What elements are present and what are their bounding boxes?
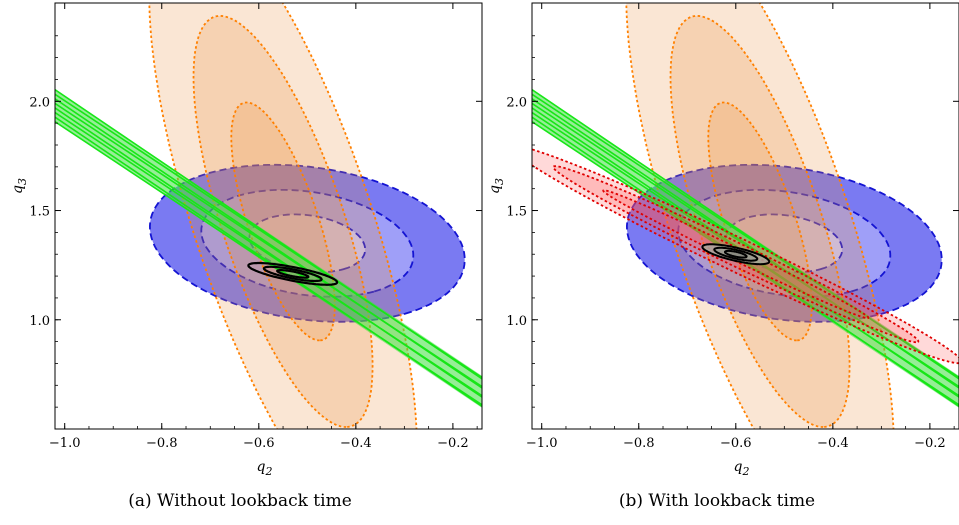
blue-contour-2 [677,189,892,298]
x-tick-label: −0.8 [146,436,178,451]
orange-contour-fill-2 [193,15,373,428]
green-band-line [55,111,482,397]
orange-contour-fill-3 [149,3,417,429]
black-contour-1 [276,269,310,279]
y-axis-label: q3 [10,178,29,194]
x-tick-label: −0.4 [817,436,849,451]
blue-contour-3 [148,163,466,323]
y-tick-label: 2.0 [506,95,527,110]
x-tick-label: −0.2 [914,436,946,451]
red-contour-3 [532,148,959,365]
plot-frame [531,2,959,430]
x-axis-label: q2 [734,459,750,478]
black-contour-3 [247,261,339,286]
black-contour-3 [701,243,771,266]
y-tick-label: 2.0 [29,95,50,110]
chart-panel-2: −1.0 −0.8 −0.6 −0.4 −0.2 1.0 1.5 2.0 q2 q3 (b) Wit… [487,2,959,511]
blue-contour-3 [625,163,943,323]
orange-contour-fill-2 [670,15,850,428]
plot-area [532,3,959,429]
x-tick-label: −1.0 [49,436,81,451]
orange-contour-3 [148,3,418,429]
x-tick-label: −0.6 [720,436,752,451]
green-band-fill [55,89,482,408]
red-contour-1 [602,189,870,320]
y-tick-label: 1.0 [506,314,527,329]
green-band-fill [532,89,959,408]
red-contour-2 [552,165,920,344]
green-band-line [55,93,482,379]
orange-contour-1 [230,101,336,342]
blue-contour-2 [200,189,415,298]
panel-caption: (b) With lookback time [619,491,815,511]
panel-caption: (a) Without lookback time [128,491,352,511]
green-band [55,89,482,408]
y-axis-label: q3 [487,178,506,194]
x-tick-label: −0.4 [340,436,372,451]
black-contour-fill-1 [725,250,747,258]
black-contour-1 [724,249,748,259]
plot-frame [54,2,483,430]
orange-contour-3 [625,3,895,429]
x-tick-label: −0.8 [623,436,655,451]
orange-contour-fill-3 [626,3,894,429]
orange-contour-1 [707,101,813,342]
green-band-line [532,93,959,379]
x-tick-label: −0.2 [437,436,469,451]
y-tick-label: 1.0 [29,314,50,329]
y-tick-label: 1.5 [506,205,527,220]
chart-panel-1: −1.0 −0.8 −0.6 −0.4 −0.2 1.0 1.5 2.0 q2 q3 (a) Wit… [10,2,483,511]
x-tick-label: −1.0 [526,436,558,451]
plot-area [55,3,482,429]
x-tick-label: −0.6 [243,436,275,451]
black-contour-2 [713,246,759,262]
y-tick-label: 1.5 [29,205,50,220]
black-contour-2 [262,265,323,283]
green-band-line [55,102,482,388]
x-axis-label: q2 [257,459,273,478]
